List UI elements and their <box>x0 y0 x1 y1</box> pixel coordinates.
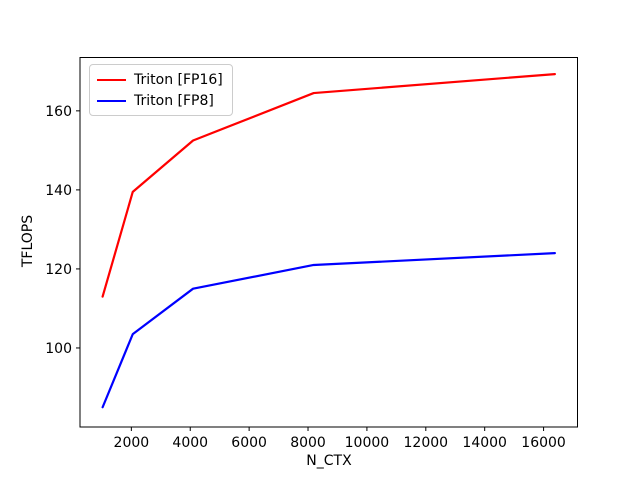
x-tick-label: 4000 <box>172 435 208 451</box>
axes-frame <box>79 57 578 428</box>
legend-label-fp8: Triton [FP8] <box>134 92 214 109</box>
x-axis-label: N_CTX <box>306 453 352 469</box>
x-tick-label: 2000 <box>114 435 150 451</box>
legend-label-fp16: Triton [FP16] <box>134 71 223 88</box>
y-tick-label: 100 <box>45 341 72 357</box>
legend: Triton [FP16] Triton [FP8] <box>89 64 233 116</box>
x-tick-label: 6000 <box>231 435 267 451</box>
series-line-1 <box>101 252 556 409</box>
series-line-0 <box>101 72 556 298</box>
legend-entry-fp8: Triton [FP8] <box>97 90 223 111</box>
y-axis-label: TFLOPS <box>20 214 36 268</box>
fp16-line-swatch <box>97 78 126 81</box>
y-tick-label: 140 <box>45 183 72 199</box>
x-tick-label: 14000 <box>462 435 507 451</box>
y-tick-label: 120 <box>45 262 72 278</box>
x-tick-label: 10000 <box>345 435 390 451</box>
y-tick-label: 160 <box>45 104 72 120</box>
x-tick-label: 12000 <box>404 435 449 451</box>
x-tick-label: 16000 <box>521 435 566 451</box>
fp8-line-swatch <box>97 99 126 102</box>
legend-entry-fp16: Triton [FP16] <box>97 69 223 90</box>
x-tick-label: 8000 <box>290 435 326 451</box>
